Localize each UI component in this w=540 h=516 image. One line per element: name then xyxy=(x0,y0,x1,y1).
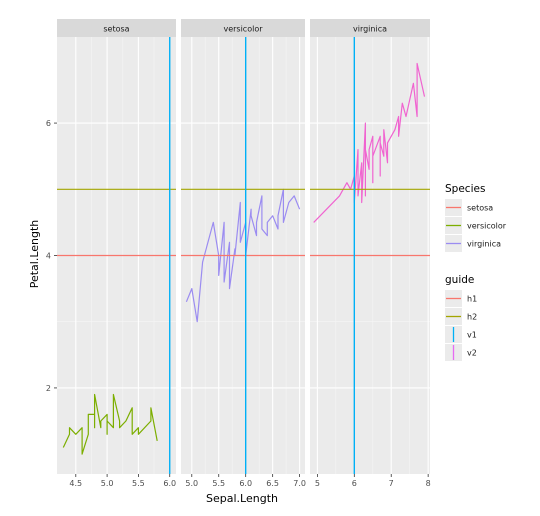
y-axis: 2 4 6 xyxy=(46,119,57,393)
x-tick-label: 5.0 xyxy=(185,479,198,488)
y-tick-label: 4 xyxy=(46,252,51,261)
facet-strip-label: setosa xyxy=(103,25,129,34)
legend-label: v2 xyxy=(467,349,477,358)
legend-entry-v2: v2 xyxy=(445,344,477,361)
x-tick-label: 6 xyxy=(352,479,357,488)
legend-entry-v1: v1 xyxy=(445,326,477,343)
legend-label: setosa xyxy=(467,204,493,213)
x-tick-label: 6.0 xyxy=(163,479,176,488)
facet-panel-virginica: virginica 5 6 7 8 xyxy=(310,19,431,488)
x-tick-label: 7.0 xyxy=(293,479,306,488)
x-tick-label: 5.0 xyxy=(101,479,114,488)
facet-strip-label: virginica xyxy=(353,25,387,34)
y-tick-label: 6 xyxy=(46,119,51,128)
legend-label: h2 xyxy=(467,313,477,322)
legend-label: versicolor xyxy=(467,222,507,231)
x-tick-label: 6.5 xyxy=(266,479,279,488)
legend-entry-versicolor: versicolor xyxy=(445,217,507,234)
legend-species: Species setosa versicolor virginica xyxy=(445,183,507,252)
legend-entry-h1: h1 xyxy=(445,290,477,307)
legend-label: v1 xyxy=(467,331,477,340)
legend-label: h1 xyxy=(467,295,477,304)
facet-panel-versicolor: versicolor 5.0 5.5 6.0 6.5 7.0 xyxy=(181,19,306,488)
x-tick-label: 7 xyxy=(389,479,394,488)
facet-panels: setosa 4.5 5.0 5.5 6.0 versicolor 5.0 5.5 6.0 6.5… xyxy=(57,19,431,488)
legend-entry-h2: h2 xyxy=(445,308,477,325)
x-tick-label: 4.5 xyxy=(69,479,82,488)
legend-entry-setosa: setosa xyxy=(445,199,493,216)
x-tick-label: 5 xyxy=(315,479,320,488)
legends: Species setosa versicolor virginica guide h1 h… xyxy=(445,183,507,361)
y-tick-label: 2 xyxy=(46,384,51,393)
facet-strip xyxy=(310,19,430,37)
legend-guide: guide h1 h2 v1 v2 xyxy=(445,274,477,361)
x-tick-label: 5.5 xyxy=(132,479,145,488)
facet-panel-setosa: setosa 4.5 5.0 5.5 6.0 xyxy=(57,19,176,488)
series-line-setosa xyxy=(62,393,158,455)
facet-strip xyxy=(181,19,305,37)
facet-strip xyxy=(57,19,176,37)
legend-title: guide xyxy=(445,274,474,286)
x-tick-label: 6.0 xyxy=(239,479,252,488)
facet-strip-label: versicolor xyxy=(223,25,263,34)
legend-label: virginica xyxy=(467,240,501,249)
y-axis-title: Petal.Length xyxy=(28,220,41,289)
legend-entry-virginica: virginica xyxy=(445,235,501,252)
x-axis-title: Sepal.Length xyxy=(206,492,278,505)
x-tick-label: 5.5 xyxy=(212,479,225,488)
legend-title: Species xyxy=(445,183,485,195)
x-tick-label: 8 xyxy=(426,479,431,488)
